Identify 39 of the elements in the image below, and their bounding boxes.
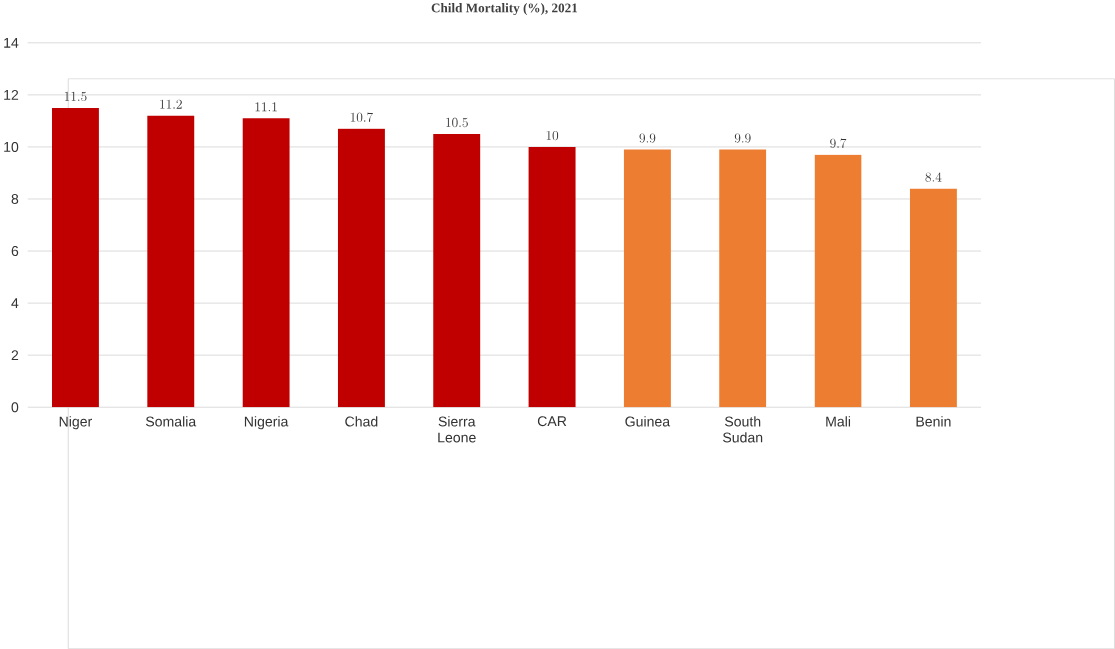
data-label: 10.7	[350, 112, 373, 122]
y-tick-label: 2	[11, 350, 19, 360]
data-label: 11 . 1	[255, 102, 277, 112]
data-label: 10	[546, 130, 559, 140]
bar	[814, 154, 862, 408]
data-label: 10.5	[446, 117, 468, 127]
bar	[528, 146, 576, 408]
data-label: 11 .2	[160, 99, 182, 109]
y-tick-label: 14	[4, 37, 19, 48]
y-tick-label: 4	[11, 298, 19, 308]
bar	[147, 115, 195, 408]
y-tick-label: 0	[11, 402, 19, 413]
y-tick-label: 8	[11, 193, 19, 204]
y-tick-label: 10	[4, 141, 19, 152]
bar	[623, 149, 671, 408]
x-tick-label: Chad	[345, 416, 378, 427]
data-label: 9.7	[830, 138, 847, 148]
data-label: 9.9	[734, 133, 751, 143]
data-label: 9.9	[639, 133, 656, 143]
data-label: 11 .5	[64, 91, 87, 101]
y-tick-label: 6	[11, 245, 19, 256]
y-tick-label: 12	[4, 89, 19, 100]
x-tick-label: Benin	[916, 416, 951, 427]
data-label: 8.4	[925, 172, 942, 182]
chart-title: Child Mortality (%), 2021	[431, 2, 578, 15]
x-tick-label: Nigeria	[244, 416, 289, 430]
bar	[433, 133, 481, 408]
x-tick-label: South Sudan	[723, 416, 763, 443]
x-tick-label: Guinea	[625, 416, 671, 427]
x-tick-label: CAR	[537, 416, 567, 427]
bar	[242, 118, 290, 408]
bar	[51, 107, 99, 408]
x-tick-label: Sierra Leone	[438, 416, 476, 443]
bar	[719, 149, 767, 408]
bar	[909, 188, 957, 408]
x-tick-label: Somalia	[145, 416, 197, 427]
x-tick-label: Niger	[59, 416, 93, 430]
x-tick-label: Mali	[826, 416, 851, 427]
bar	[337, 128, 385, 408]
